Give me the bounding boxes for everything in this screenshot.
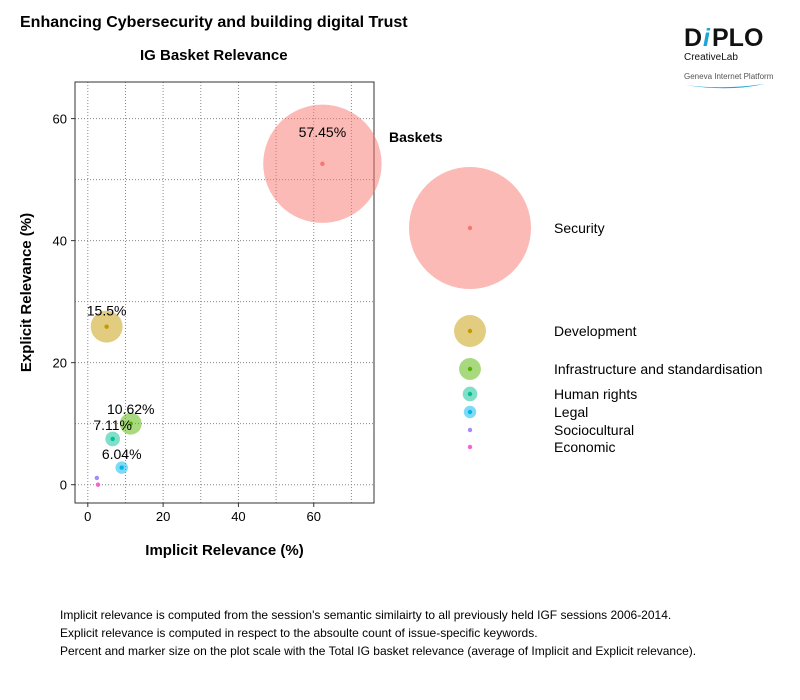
data-label: 57.45% [299,124,346,140]
bubble-chart: 0 20 40 60 0 20 40 60 Implicit Relevance (%) Expl… [18,81,763,559]
y-tick-label: 0 [60,478,67,493]
legend-label: Infrastructure and standardisation [554,361,763,377]
legend-label: Human rights [554,386,637,402]
data-label: 15.5% [87,303,127,319]
legend-label: Development [554,323,637,339]
svg-text:PLO: PLO [712,24,763,52]
legend-title: Baskets [389,129,443,145]
x-tick-label: 60 [307,509,321,524]
legend-key-center [467,328,473,334]
bubble-center [104,324,109,329]
bubble-center [320,161,325,166]
bubble-center [119,465,124,470]
data-label: 10.62% [107,401,154,417]
x-tick-label: 40 [231,509,245,524]
data-label: 7.11% [93,417,132,433]
legend-label: Legal [554,404,588,420]
svg-text:i: i [703,24,711,52]
y-tick-label: 40 [53,234,67,249]
svg-text:CreativeLab: CreativeLab [684,52,738,63]
legend-key-center [467,366,473,372]
diplo-logo: D i PLO CreativeLab Geneva Internet Plat… [684,24,774,89]
chart-title: IG Basket Relevance [140,47,288,64]
legend-label: Economic [554,439,615,455]
note-2: Explicit relevance is computed in respec… [60,626,538,640]
legend-key-center [467,444,473,450]
legend-key-center [467,391,473,397]
svg-text:Geneva Internet Platform: Geneva Internet Platform [684,72,774,81]
legend-label: Sociocultural [554,422,634,438]
x-tick-label: 0 [84,509,91,524]
bubble-center [128,421,133,426]
legend-key-center [467,409,473,415]
svg-text:D: D [684,24,702,52]
legend-label: Security [554,220,605,236]
bubble-center [95,482,101,487]
x-tick-label: 20 [156,509,170,524]
data-label: 6.04% [102,446,142,462]
bubble-center [94,475,100,481]
note-3: Percent and marker size on the plot scal… [60,644,697,658]
legend-key-center [467,225,473,231]
y-tick-label: 60 [53,112,67,127]
legend-key-center [467,427,473,433]
x-axis-label: Implicit Relevance (%) [145,542,303,559]
plot-frame [74,81,375,504]
y-axis-label: Explicit Relevance (%) [18,213,35,372]
page-title: Enhancing Cybersecurity and building dig… [20,14,408,31]
bubble-center [110,436,115,442]
note-1: Implicit relevance is computed from the … [60,608,672,622]
y-tick-label: 20 [53,356,67,371]
